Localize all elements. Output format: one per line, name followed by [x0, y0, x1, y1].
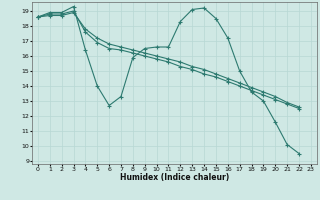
X-axis label: Humidex (Indice chaleur): Humidex (Indice chaleur)	[120, 173, 229, 182]
